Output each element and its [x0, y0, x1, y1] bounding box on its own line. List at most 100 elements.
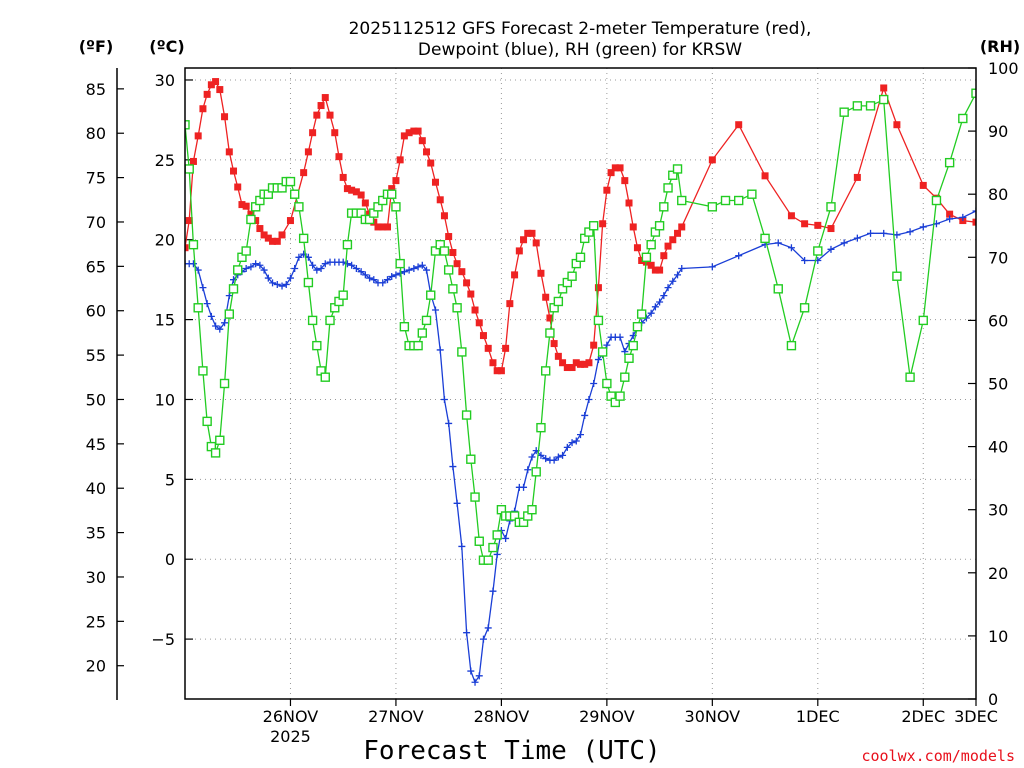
temperature-point [814, 221, 822, 229]
dewpoint-point [669, 277, 677, 285]
dewpoint-point [410, 264, 418, 272]
rh-point [219, 378, 230, 389]
temperature-point [423, 148, 431, 156]
fahrenheit-tick-label: 50 [86, 390, 106, 409]
rh-unit-label: (RH) [980, 37, 1020, 56]
rh-point [628, 340, 638, 351]
temperature-point [458, 268, 466, 276]
dewpoint-point [247, 263, 255, 271]
rh-point [215, 435, 225, 445]
rh-tick-label: 70 [988, 248, 1008, 267]
rh-tick-label: 20 [988, 564, 1008, 583]
dewpoint-point [559, 451, 567, 459]
celsius-tick-label: 25 [155, 151, 175, 170]
temperature-point [304, 148, 312, 156]
temperature-point [581, 360, 589, 368]
temperature-point [489, 359, 497, 367]
rh-point [373, 202, 383, 212]
temperature-point [361, 199, 369, 207]
rh-point [985, 89, 993, 97]
rh-point [448, 284, 458, 294]
rh-point [338, 290, 348, 300]
temperature-point [400, 132, 408, 140]
dewpoint-point [840, 239, 848, 247]
rh-point [641, 252, 652, 263]
temperature-point [230, 167, 238, 175]
dewpoint-point [906, 228, 914, 236]
rh-point [536, 422, 546, 433]
temperature-point [660, 252, 668, 260]
temperature-point [629, 223, 637, 231]
temperature-point [440, 212, 448, 220]
dewpoint-point [972, 207, 976, 215]
rh-point [452, 303, 462, 313]
temperature-point [528, 229, 536, 237]
plot-frame [184, 67, 977, 700]
temperature-point [585, 359, 593, 367]
rh-point [602, 378, 612, 389]
dewpoint-point [199, 284, 207, 292]
temperature-point [546, 314, 554, 322]
temperature-point [577, 360, 584, 368]
rh-point [378, 195, 388, 206]
rh-point [826, 202, 836, 212]
temperature-point [374, 223, 382, 231]
dewpoint-point [449, 463, 457, 471]
temperature-point [524, 229, 532, 237]
rh-point [799, 303, 810, 313]
rh-point [289, 189, 300, 199]
rh-point [588, 221, 599, 231]
rh-point [918, 315, 928, 326]
celsius-unit-label: (ºC) [149, 37, 184, 56]
rh-point [457, 347, 467, 357]
temperature-point [405, 129, 413, 137]
temperature-point [638, 256, 646, 264]
rh-point [188, 239, 199, 250]
dewpoint-point [352, 264, 360, 272]
dewpoint-point [317, 264, 325, 272]
dewpoint-point [674, 271, 682, 279]
dewpoint-point [616, 333, 624, 341]
fahrenheit-tick-label: 75 [86, 169, 106, 188]
dewpoint-point [445, 419, 453, 427]
celsius-tick-label: 15 [155, 311, 175, 330]
rh-point [413, 340, 423, 351]
rh-point [224, 309, 234, 319]
rh-point [342, 239, 353, 250]
dewpoint-point [379, 279, 387, 287]
dewpoint-point [708, 263, 716, 271]
temperature-point [611, 164, 619, 172]
dewpoint-point [370, 276, 378, 284]
rh-point [905, 372, 915, 382]
dewpoint-point [528, 453, 536, 461]
series [185, 78, 1019, 686]
dewpoint-point [471, 678, 479, 686]
rh-point [677, 195, 687, 206]
temperature-point [309, 129, 317, 137]
temperature-point [801, 220, 809, 228]
temperature-point [479, 332, 487, 340]
x-tick-label: 3DEC [954, 707, 998, 726]
gridlines [185, 68, 976, 699]
series-rh [185, 88, 993, 565]
temperature-point [252, 217, 260, 225]
dewpoint-point [919, 223, 927, 231]
rh-point [421, 315, 432, 326]
temperature-point [1012, 126, 1019, 133]
rh-tick-label: 40 [988, 438, 1008, 457]
temperature-point [199, 105, 207, 113]
rh-point [610, 397, 621, 408]
rh-point [202, 416, 212, 427]
rh-point [399, 322, 410, 332]
rh-point [325, 315, 335, 326]
rh-point [474, 536, 484, 546]
fahrenheit-tick-label: 25 [86, 612, 106, 631]
temperature-point [313, 111, 321, 119]
rh-point [624, 353, 634, 363]
temperature-point [242, 202, 250, 210]
series-dewpoint [185, 207, 976, 686]
dewpoint-point [405, 266, 413, 274]
rh-point [246, 214, 256, 225]
celsius-tick-label: 5 [165, 470, 175, 489]
temperature-point [414, 127, 422, 135]
